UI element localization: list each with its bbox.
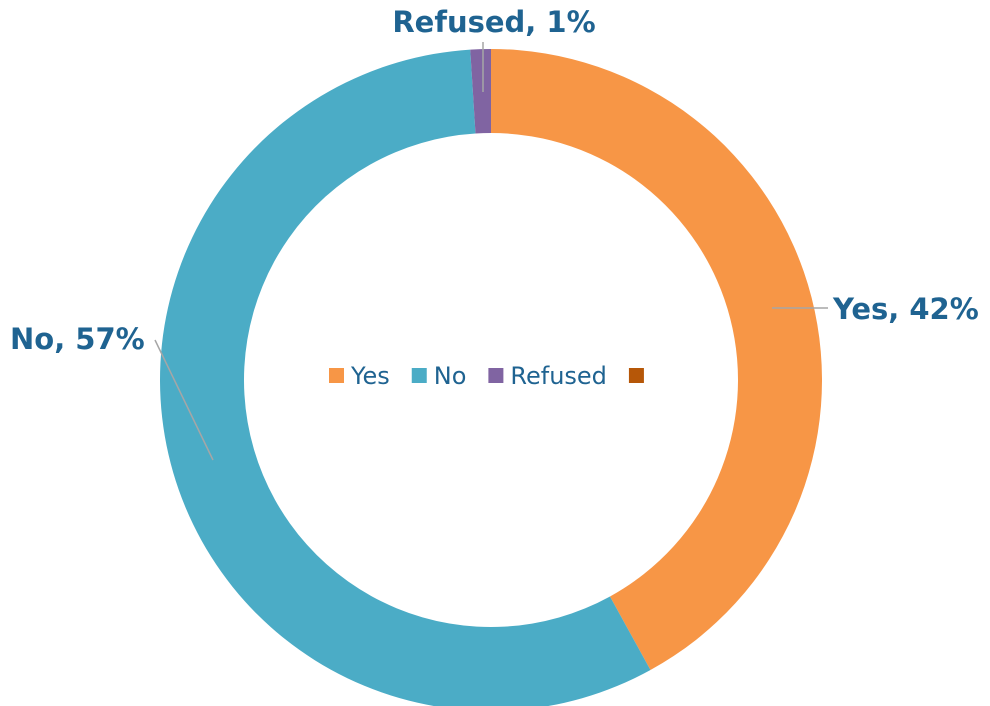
data-label: Yes, 42% [832, 292, 979, 326]
legend-swatch [488, 368, 504, 383]
donut-slice [160, 49, 651, 706]
donut-slice [491, 49, 823, 671]
legend-label: Yes [350, 362, 390, 390]
data-label: Refused, 1% [392, 5, 595, 39]
legend-swatch [411, 368, 427, 383]
data-label: No, 57% [10, 322, 145, 356]
legend-swatch [329, 368, 344, 383]
legend-label: Refused [510, 362, 607, 390]
legend-swatch [628, 368, 644, 383]
donut-slice [470, 49, 491, 134]
legend-label: No [434, 362, 467, 390]
leader-line [154, 339, 214, 461]
